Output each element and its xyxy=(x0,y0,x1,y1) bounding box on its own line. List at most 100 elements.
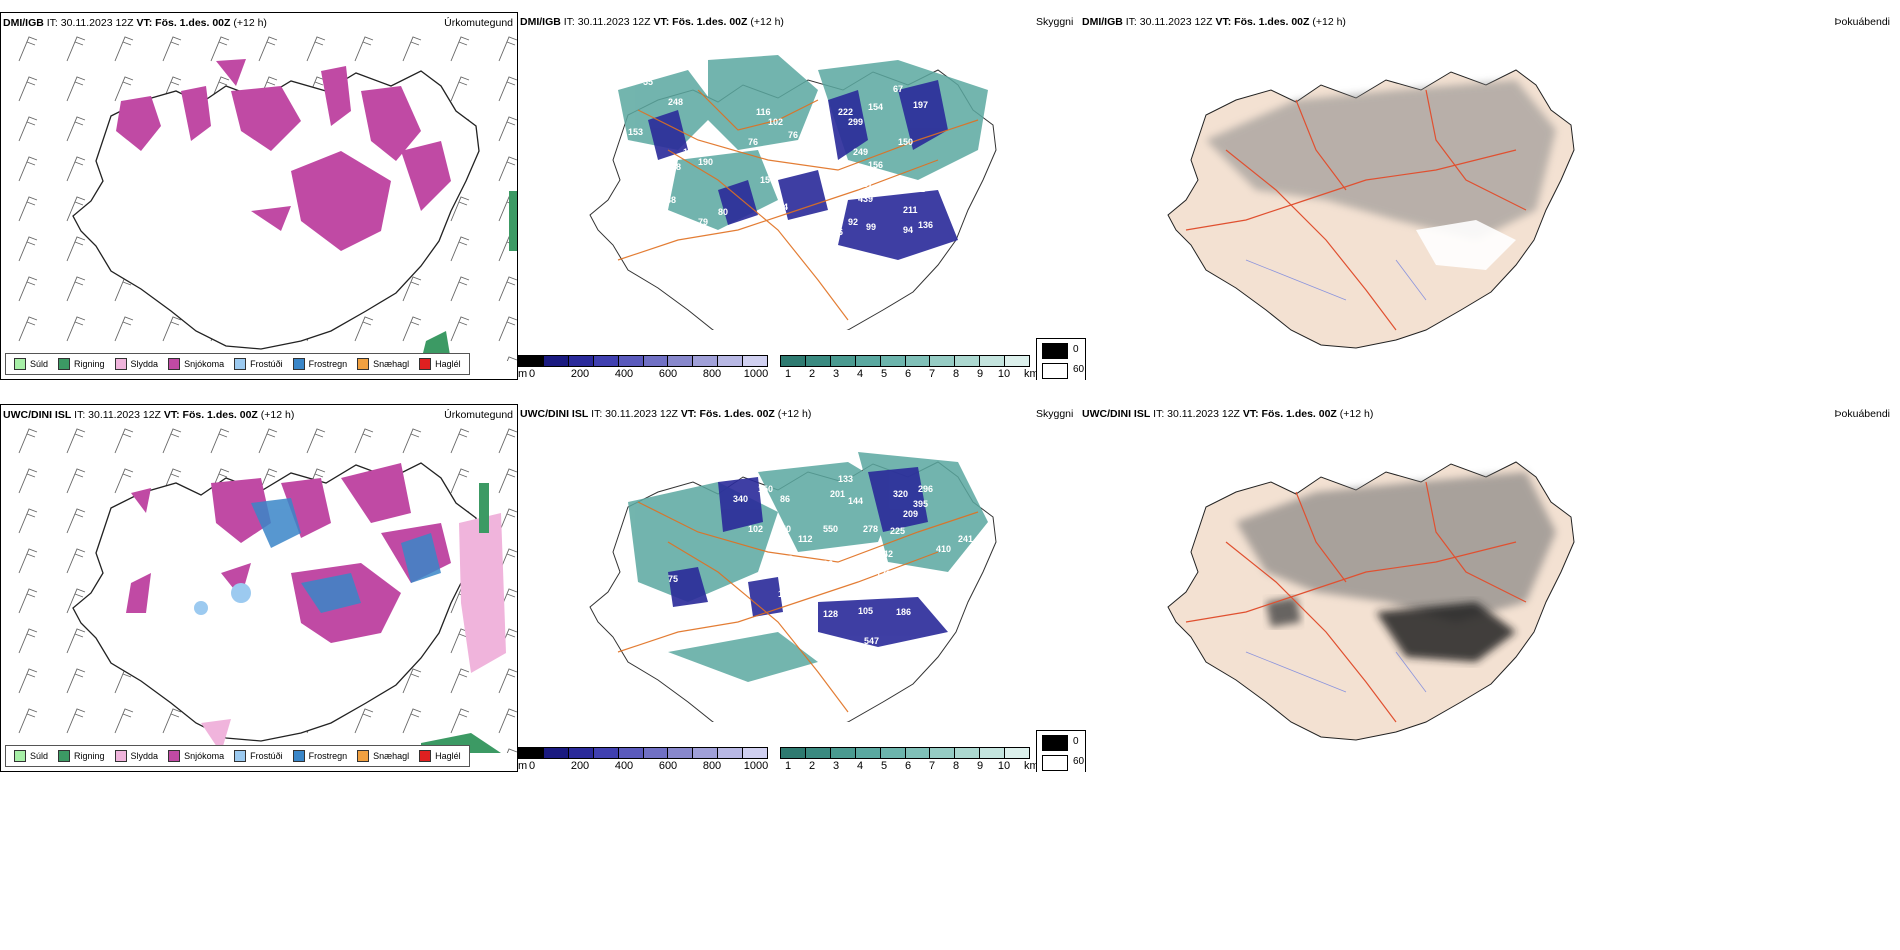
svg-text:105: 105 xyxy=(858,606,873,616)
panel-title: Úrkomutegund xyxy=(444,17,513,29)
svg-text:439: 439 xyxy=(858,194,873,204)
svg-text:105: 105 xyxy=(683,147,698,157)
model-name: DMI/IGB xyxy=(520,16,561,28)
panel-header: DMI/IGB IT: 30.11.2023 12Z VT: Fös. 1.de… xyxy=(520,16,1032,32)
fog-legend: 0 60 xyxy=(1036,338,1086,380)
fog-map xyxy=(1167,69,1575,349)
svg-text:150: 150 xyxy=(776,524,791,534)
legend-item-hail: Haglél xyxy=(419,750,461,762)
svg-text:299: 299 xyxy=(848,117,863,127)
lead-time: (+12 h) xyxy=(233,17,267,29)
svg-text:99: 99 xyxy=(866,222,876,232)
svg-text:84: 84 xyxy=(778,202,788,212)
valid-time: VT: Fös. 1.des. 00Z xyxy=(1215,16,1310,28)
svg-text:222: 222 xyxy=(838,107,853,117)
cloud-base-visibility-map: 55 248 153 105 76 208 190 171 155 88 80 … xyxy=(589,55,997,330)
svg-text:155: 155 xyxy=(628,202,643,212)
svg-text:190: 190 xyxy=(698,157,713,167)
svg-text:662: 662 xyxy=(910,184,925,194)
svg-text:179: 179 xyxy=(876,569,891,579)
svg-text:206: 206 xyxy=(818,559,833,569)
svg-text:146: 146 xyxy=(958,170,973,180)
svg-text:150: 150 xyxy=(898,137,913,147)
legend-item-freezing-rain: Frostregn xyxy=(292,358,347,370)
svg-text:395: 395 xyxy=(913,499,928,509)
legend-item-freezing-rain: Frostregn xyxy=(292,750,347,762)
cloud-base-colorbar: m 0 200 400 600 800 1000 xyxy=(518,355,768,380)
cloud-base-visibility-map: 340 150 86 102 150 112 173 75 84 100 71 … xyxy=(589,452,997,722)
svg-text:92: 92 xyxy=(810,215,820,225)
svg-text:84: 84 xyxy=(728,594,738,604)
svg-text:211: 211 xyxy=(903,205,918,215)
svg-text:112: 112 xyxy=(798,534,813,544)
model-name: UWC/DINI ISL xyxy=(520,408,589,420)
svg-text:86: 86 xyxy=(780,494,790,504)
visibility-colorbar: 1 2 3 4 5 6 7 8 9 10 km xyxy=(780,355,1036,380)
svg-text:296: 296 xyxy=(918,484,933,494)
svg-text:410: 410 xyxy=(936,544,951,554)
svg-text:201: 201 xyxy=(830,489,845,499)
panel-title: Úrkomutegund xyxy=(444,409,513,421)
svg-text:128: 128 xyxy=(823,609,838,619)
lead-time: (+12 h) xyxy=(1312,16,1346,28)
cloud-visibility-panel-top: DMI/IGB IT: 30.11.2023 12Z VT: Fös. 1.de… xyxy=(518,12,1036,380)
svg-text:94: 94 xyxy=(903,225,913,235)
svg-text:156: 156 xyxy=(868,160,883,170)
precip-type-panel-top: DMI/IGB IT: 30.11.2023 12Z VT: Fös. 1.de… xyxy=(0,12,518,380)
valid-time: VT: Fös. 1.des. 00Z xyxy=(653,16,748,28)
lead-time: (+12 h) xyxy=(260,409,295,421)
svg-text:249: 249 xyxy=(853,147,868,157)
svg-text:144: 144 xyxy=(848,496,863,506)
model-name: UWC/DINI ISL xyxy=(1082,408,1151,420)
legend-item-drizzle: Súld xyxy=(14,750,48,762)
visibility-values: 340 150 86 102 150 112 173 75 84 100 71 … xyxy=(668,474,993,646)
svg-text:208: 208 xyxy=(666,162,681,172)
svg-text:136: 136 xyxy=(978,539,993,549)
svg-text:242: 242 xyxy=(878,549,893,559)
precip-type-legend: Súld Rigning Slydda Snjókoma Frostúði Fr… xyxy=(5,745,470,767)
panel-title: Þokuábendi xyxy=(1834,408,1890,420)
svg-text:241: 241 xyxy=(958,534,973,544)
svg-text:67: 67 xyxy=(893,84,903,94)
precip-map xyxy=(1,423,517,753)
svg-text:80: 80 xyxy=(718,207,728,217)
svg-text:136: 136 xyxy=(918,220,933,230)
snowfall-areas xyxy=(116,59,451,251)
legend-item-sleet: Slydda xyxy=(114,750,158,762)
visibility-title: Skyggni xyxy=(1036,408,1074,420)
legend-item-snow-pellets: Snæhagl xyxy=(357,358,409,370)
svg-text:71: 71 xyxy=(706,609,716,619)
panel-header: DMI/IGB IT: 30.11.2023 12Z VT: Fös. 1.de… xyxy=(3,17,513,33)
valid-time: VT: Fös. 1.des. 00Z xyxy=(680,408,775,420)
legend-item-rain: Rigning xyxy=(58,750,105,762)
lead-time: (+12 h) xyxy=(777,408,812,420)
visibility-colorbar: 1 2 3 4 5 6 7 8 9 10 km xyxy=(780,747,1036,772)
cloud-base-colorbar: m 0 200 400 600 800 1000 xyxy=(518,747,768,772)
svg-text:171: 171 xyxy=(623,182,638,192)
init-time: IT: 30.11.2023 12Z xyxy=(1125,16,1213,28)
init-time: IT: 30.11.2023 12Z xyxy=(74,409,161,421)
valid-time: VT: Fös. 1.des. 00Z xyxy=(1242,408,1337,420)
svg-text:184: 184 xyxy=(935,170,950,180)
svg-text:278: 278 xyxy=(863,524,878,534)
svg-text:340: 340 xyxy=(733,494,748,504)
panel-header: UWC/DINI ISL IT: 30.11.2023 12Z VT: Fös.… xyxy=(3,409,513,425)
visibility-title: Skyggni xyxy=(1036,16,1074,28)
svg-text:287: 287 xyxy=(858,179,873,189)
svg-text:95: 95 xyxy=(808,150,818,160)
svg-text:150: 150 xyxy=(760,175,775,185)
legend-item-sleet: Slydda xyxy=(114,358,158,370)
svg-text:320: 320 xyxy=(893,489,908,499)
model-name: UWC/DINI ISL xyxy=(3,409,72,421)
svg-text:206: 206 xyxy=(834,177,849,187)
lead-time: (+12 h) xyxy=(1339,408,1374,420)
svg-text:55: 55 xyxy=(643,77,653,87)
precip-map xyxy=(1,31,517,361)
init-time: IT: 30.11.2023 12Z xyxy=(46,17,134,29)
valid-time: VT: Fös. 1.des. 00Z xyxy=(163,409,258,421)
legend-item-drizzle: Súld xyxy=(14,358,48,370)
svg-text:154: 154 xyxy=(868,102,883,112)
legend-item-snow-pellets: Snæhagl xyxy=(357,750,409,762)
panel-header: UWC/DINI ISL IT: 30.11.2023 12Z VT: Fös.… xyxy=(520,408,1032,424)
svg-text:383: 383 xyxy=(863,579,878,589)
